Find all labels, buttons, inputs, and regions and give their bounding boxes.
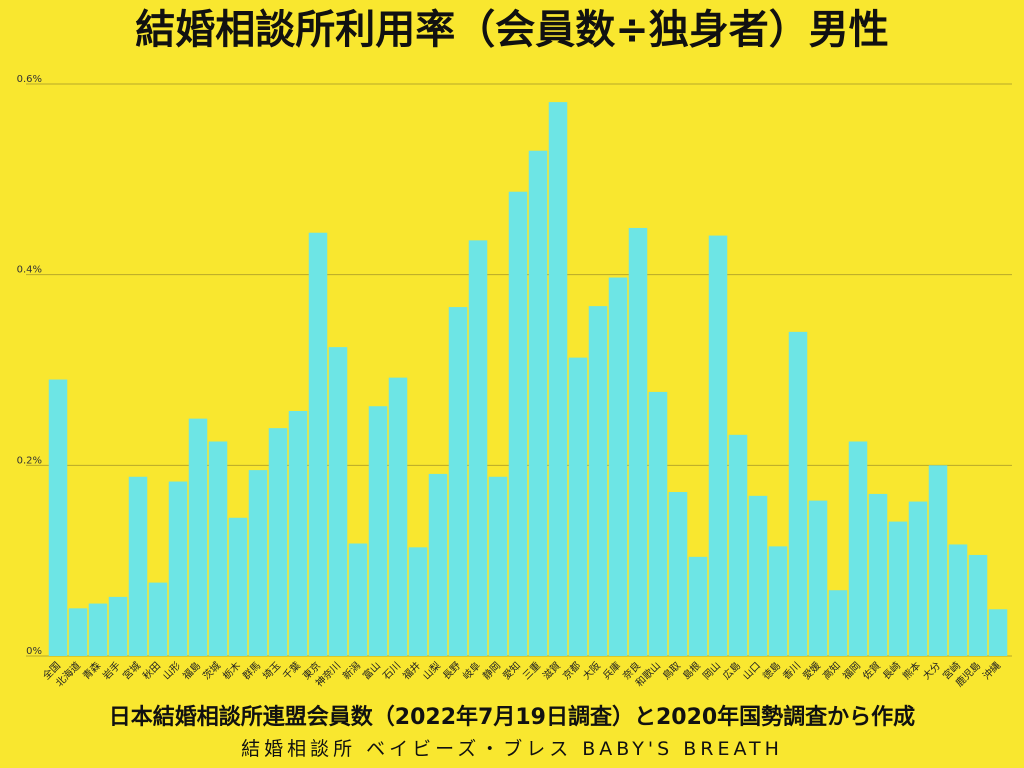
bar: [468, 240, 488, 656]
x-tick-label: 山梨: [420, 659, 443, 682]
x-tick-label: 福岡: [840, 659, 863, 682]
bar: [568, 357, 588, 656]
bar: [968, 554, 988, 656]
bar: [68, 608, 88, 656]
x-tick-label: 福島: [180, 659, 203, 682]
bar: [388, 377, 408, 656]
x-tick-label: 岡山: [700, 660, 723, 683]
x-tick-label: 佐賀: [860, 660, 883, 683]
bar: [668, 492, 688, 656]
bar: [168, 481, 188, 656]
bar-chart: 0% 0.2% 0.4% 0.6% 全国北海道青森岩手宮城秋田山形福島茨城栃木群馬埼玉…: [17, 74, 1012, 689]
bar: [788, 331, 808, 656]
x-tick-label: 沖縄: [980, 659, 1003, 682]
x-tick-label: 三重: [520, 659, 543, 682]
bar: [808, 500, 828, 656]
bar: [748, 495, 768, 656]
bar: [508, 191, 528, 656]
bar: [648, 391, 668, 656]
bar: [928, 465, 948, 656]
y-tick-label: 0%: [26, 646, 42, 657]
bar: [148, 582, 168, 656]
x-tick-label: 埼玉: [260, 659, 283, 682]
x-tick-label: 秋田: [140, 659, 163, 682]
y-tick-label: 0.4%: [17, 265, 42, 276]
bar: [868, 493, 888, 656]
bar: [528, 150, 548, 656]
brand-name: 結婚相談所 ベイビーズ・ブレス BABY'S BREATH: [241, 738, 783, 760]
x-axis-labels: 全国北海道青森岩手宮城秋田山形福島茨城栃木群馬埼玉千葉東京神奈川新潟富山石川福井…: [40, 659, 1003, 689]
x-tick-label: 千葉: [280, 659, 303, 682]
x-tick-label: 京都: [560, 659, 583, 682]
bar: [248, 470, 268, 656]
bar: [628, 227, 648, 656]
bar: [88, 603, 108, 656]
x-tick-label: 静岡: [480, 659, 503, 682]
bar: [448, 307, 468, 656]
bar: [228, 517, 248, 656]
x-tick-label: 福井: [400, 659, 423, 682]
x-tick-label: 栃木: [220, 659, 243, 682]
x-tick-label: 石川: [381, 660, 403, 682]
bar: [828, 590, 848, 656]
x-tick-label: 広島: [720, 659, 743, 682]
bar: [268, 428, 288, 656]
source-note: 日本結婚相談所連盟会員数（2022年7月19日調査）と2020年国勢調査から作成: [108, 705, 916, 730]
x-tick-label: 岐阜: [460, 659, 483, 682]
bar: [488, 476, 508, 656]
x-tick-label: 群馬: [240, 659, 263, 682]
bar: [348, 543, 368, 656]
bar: [688, 556, 708, 656]
bar: [308, 232, 328, 656]
x-tick-label: 青森: [80, 659, 103, 682]
bar: [588, 306, 608, 656]
bar: [768, 546, 788, 656]
bar: [128, 476, 148, 656]
chart-title: 結婚相談所利用率（会員数÷独身者）男性: [135, 7, 889, 53]
x-tick-label: 熊本: [900, 659, 923, 682]
bar: [948, 544, 968, 656]
x-tick-label: 長崎: [880, 659, 903, 682]
bar: [108, 596, 128, 656]
y-tick-label: 0.2%: [17, 455, 42, 466]
bar: [368, 406, 388, 656]
x-tick-label: 兵庫: [600, 659, 623, 682]
bar: [608, 277, 628, 656]
x-tick-label: 大阪: [580, 659, 603, 682]
bar: [208, 441, 228, 656]
bar: [48, 379, 68, 656]
x-tick-label: 香川: [780, 660, 803, 683]
x-tick-label: 滋賀: [540, 659, 563, 682]
x-tick-label: 高知: [820, 659, 843, 682]
x-tick-label: 徳島: [760, 659, 783, 682]
x-tick-label: 茨城: [200, 659, 223, 682]
x-tick-label: 鳥取: [660, 659, 683, 682]
y-tick-label: 0.6%: [17, 74, 42, 85]
x-tick-label: 山口: [740, 660, 763, 683]
bar: [728, 434, 748, 656]
bar: [548, 102, 568, 656]
bar: [888, 521, 908, 656]
bar: [848, 441, 868, 656]
x-tick-label: 新潟: [340, 659, 363, 682]
x-tick-label: 宮城: [120, 659, 143, 682]
x-tick-label: 愛媛: [800, 659, 823, 682]
y-axis-ticks: 0% 0.2% 0.4% 0.6%: [17, 74, 42, 657]
bars: [48, 102, 1008, 656]
bar: [188, 418, 208, 656]
bar: [328, 347, 348, 656]
bar: [428, 473, 448, 656]
x-tick-label: 愛知: [500, 659, 523, 682]
x-tick-label: 長野: [440, 660, 463, 683]
x-tick-label: 山形: [160, 660, 183, 683]
bar: [908, 501, 928, 656]
x-tick-label: 島根: [680, 659, 703, 682]
x-tick-label: 富山: [360, 659, 383, 682]
x-tick-label: 岩手: [100, 659, 123, 682]
bar: [408, 547, 428, 656]
bar: [708, 235, 728, 656]
bar: [288, 410, 308, 656]
bar: [988, 609, 1008, 656]
x-tick-label: 大分: [920, 659, 943, 682]
